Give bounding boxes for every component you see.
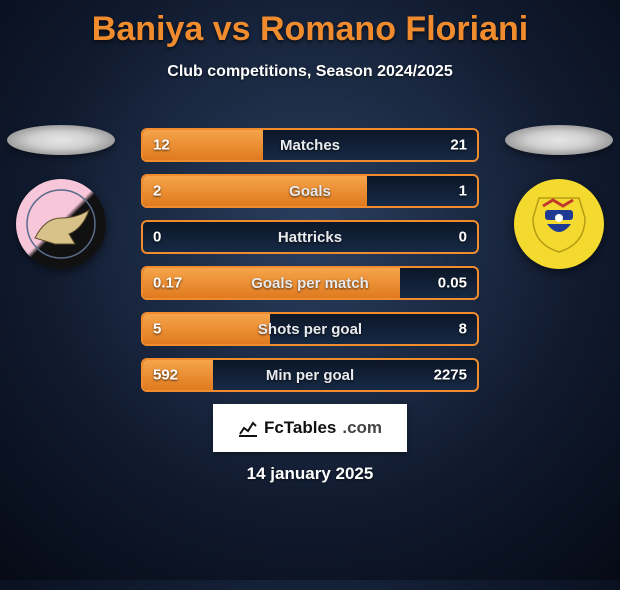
stat-value-right: 1: [459, 183, 467, 200]
club-crest-left: [16, 179, 106, 269]
stat-value-left: 5: [153, 321, 161, 338]
stat-value-left: 0: [153, 229, 161, 246]
stat-value-right: 2275: [434, 367, 467, 384]
stat-bar: 12 Matches 21: [141, 128, 479, 162]
stat-value-left: 2: [153, 183, 161, 200]
branding-tld: .com: [342, 418, 382, 438]
branding-badge: FcTables .com: [213, 404, 407, 452]
date: 14 january 2025: [0, 464, 620, 484]
stat-bar: 0.17 Goals per match 0.05: [141, 266, 479, 300]
stat-value-left: 0.17: [153, 275, 182, 292]
chart-icon: [238, 418, 258, 438]
player-shadow-right: [505, 125, 613, 155]
stat-bar-fill: [143, 176, 367, 206]
stat-label: Goals per match: [251, 275, 369, 292]
stat-label: Shots per goal: [258, 321, 362, 338]
stat-value-left: 12: [153, 137, 170, 154]
juve-stabia-crest-icon: [523, 188, 595, 260]
stat-value-right: 21: [450, 137, 467, 154]
stat-label: Goals: [289, 183, 331, 200]
club-crest-right: [514, 179, 604, 269]
palermo-crest-icon: [25, 188, 97, 260]
stats-panel: 12 Matches 21 2 Goals 1 0 Hattricks 0 0.17 Goals p…: [141, 128, 479, 392]
club-left: [6, 125, 116, 269]
stat-bar-fill: [143, 314, 270, 344]
player-shadow-left: [7, 125, 115, 155]
page-subtitle: Club competitions, Season 2024/2025: [0, 63, 620, 81]
stat-value-right: 0.05: [438, 275, 467, 292]
stat-bar: 2 Goals 1: [141, 174, 479, 208]
stat-value-right: 8: [459, 321, 467, 338]
club-right: [504, 125, 614, 269]
branding-name: FcTables: [264, 418, 336, 438]
stat-bar: 592 Min per goal 2275: [141, 358, 479, 392]
stat-label: Hattricks: [278, 229, 342, 246]
stat-value-right: 0: [459, 229, 467, 246]
page-title: Baniya vs Romano Floriani: [0, 10, 620, 49]
stat-bar: 0 Hattricks 0: [141, 220, 479, 254]
stat-value-left: 592: [153, 367, 178, 384]
stat-bar: 5 Shots per goal 8: [141, 312, 479, 346]
stat-label: Min per goal: [266, 367, 354, 384]
stat-label: Matches: [280, 137, 340, 154]
